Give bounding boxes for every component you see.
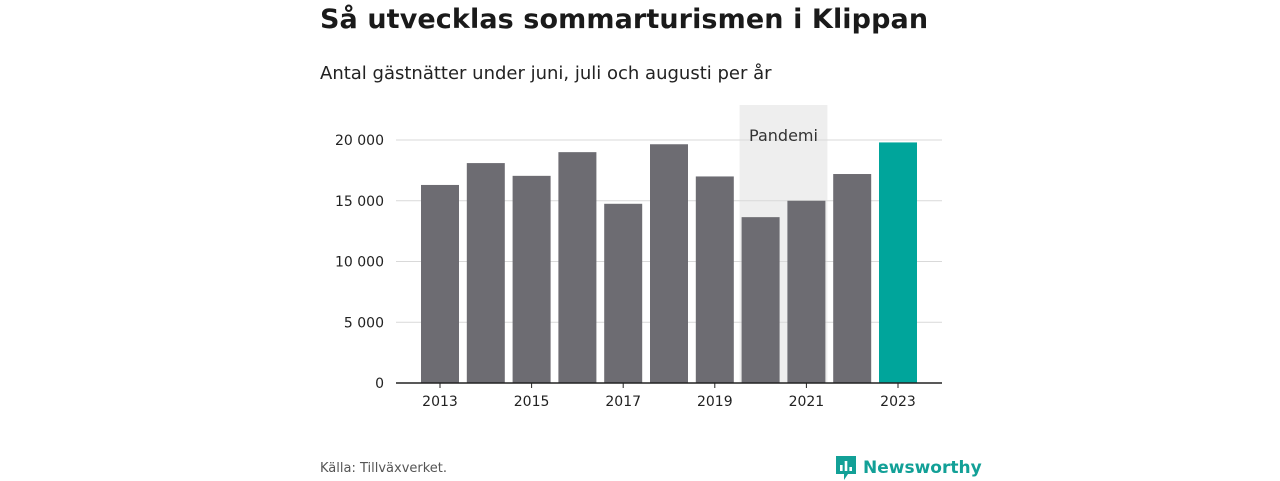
newsworthy-logo: Newsworthy: [835, 455, 982, 481]
bar-2023: [879, 142, 917, 383]
newsworthy-logo-icon: [836, 456, 856, 480]
bar-2018: [650, 144, 688, 383]
y-tick-label: 15 000: [335, 194, 384, 210]
y-tick-label: 10 000: [335, 255, 384, 271]
bar-2020: [741, 217, 780, 383]
bar-2014: [466, 163, 505, 383]
source-note: Källa: Tillväxverket.: [320, 461, 448, 476]
chart-subtitle: Antal gästnätter under juni, juli och au…: [320, 63, 772, 84]
x-tick-label: 2013: [422, 394, 458, 410]
y-tick-label: 0: [375, 376, 384, 392]
x-tick-label: 2021: [789, 394, 825, 410]
bar-2015: [512, 175, 551, 383]
chart-title: Så utvecklas sommarturismen i Klippan: [320, 4, 929, 35]
newsworthy-logo-text: Newsworthy: [863, 458, 982, 478]
x-tick-label: 2017: [605, 394, 641, 410]
x-tick-label: 2015: [514, 394, 550, 410]
y-tick-label: 5 000: [344, 315, 384, 331]
x-tick-label: 2019: [697, 394, 733, 410]
bar-2017: [604, 203, 643, 383]
y-tick-label: 20 000: [335, 133, 384, 149]
bar-2019: [695, 176, 734, 383]
x-tick-label: 2023: [880, 394, 916, 410]
bar-2016: [558, 152, 597, 383]
pandemic-label: Pandemi: [749, 126, 818, 145]
bar-2013: [421, 184, 459, 383]
bar-2022: [833, 174, 872, 383]
bar-2021: [787, 200, 826, 383]
